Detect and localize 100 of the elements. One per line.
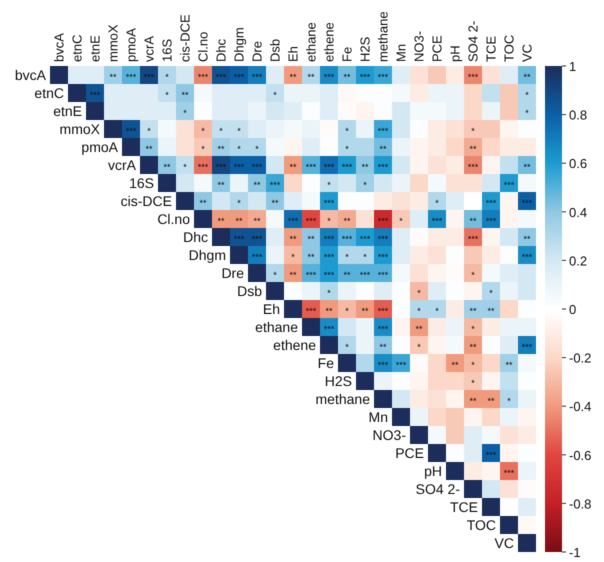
data-label: ** <box>289 162 297 172</box>
data-label: *** <box>378 360 389 370</box>
color-bar-label: -0.6 <box>569 448 592 463</box>
data-label: * <box>237 144 242 154</box>
data-label: *** <box>360 234 371 244</box>
data-label: * <box>165 72 170 82</box>
data-label: ** <box>199 198 207 208</box>
data-label: ** <box>469 342 477 352</box>
data-label: * <box>507 396 512 406</box>
data-label: *** <box>432 216 443 226</box>
data-label: *** <box>378 252 389 262</box>
data-label: *** <box>378 216 389 226</box>
data-label: ** <box>469 144 477 154</box>
data-label: *** <box>270 180 281 190</box>
data-label: *** <box>378 162 389 172</box>
data-label: * <box>417 342 422 352</box>
data-label: ** <box>163 162 171 172</box>
data-label: * <box>165 90 170 100</box>
data-label: *** <box>468 72 479 82</box>
data-label: ** <box>289 72 297 82</box>
data-label: *** <box>378 324 389 334</box>
data-label: *** <box>360 72 371 82</box>
color-bar-label: -0.2 <box>569 350 592 366</box>
data-label: ** <box>469 306 477 316</box>
data-label: * <box>471 270 476 280</box>
data-label: ** <box>487 396 495 406</box>
data-label: * <box>201 144 206 154</box>
data-label: *** <box>378 72 389 82</box>
data-label: * <box>327 216 332 226</box>
data-label: *** <box>324 234 335 244</box>
data-label: *** <box>486 216 497 226</box>
data-label: ** <box>271 198 279 208</box>
data-label: * <box>435 306 440 316</box>
data-label: * <box>345 252 350 262</box>
data-label: *** <box>378 270 389 280</box>
data-label: ** <box>289 270 297 280</box>
data-label: * <box>327 288 332 298</box>
data-label: ** <box>181 90 189 100</box>
data-label: * <box>471 324 476 334</box>
data-label: ** <box>325 306 333 316</box>
data-label: *** <box>468 234 479 244</box>
data-label: * <box>525 90 530 100</box>
y-tick-label: methane <box>316 391 370 407</box>
data-label: * <box>291 252 296 262</box>
data-label: *** <box>234 72 245 82</box>
data-label: *** <box>324 252 335 262</box>
color-bar-label: 0.4 <box>569 204 588 220</box>
data-label: *** <box>486 198 497 208</box>
data-label: ** <box>343 216 351 226</box>
data-label: * <box>345 126 350 136</box>
data-label: * <box>147 126 152 136</box>
data-label: *** <box>504 180 515 190</box>
data-label: * <box>471 126 476 136</box>
data-label: *** <box>252 162 263 172</box>
color-bar-label: 0 <box>569 302 576 317</box>
data-label: ** <box>505 360 513 370</box>
data-label: *** <box>324 72 335 82</box>
data-label: * <box>471 378 476 388</box>
data-label: ** <box>415 324 423 334</box>
data-label: *** <box>522 342 533 352</box>
data-label: ** <box>217 144 225 154</box>
x-tick-label: TOC <box>502 34 517 62</box>
data-label: * <box>345 306 350 316</box>
data-label: * <box>183 108 188 118</box>
data-label: * <box>183 162 188 172</box>
data-label: *** <box>378 126 389 136</box>
data-label: ** <box>361 306 369 316</box>
data-label: ** <box>217 216 225 226</box>
data-label: *** <box>504 468 515 478</box>
data-label: *** <box>144 72 155 82</box>
data-label: ** <box>523 72 531 82</box>
data-label: *** <box>126 72 137 82</box>
data-label: * <box>417 288 422 298</box>
data-label: *** <box>378 234 389 244</box>
color-bar-label: -0.4 <box>569 399 592 414</box>
data-label: ** <box>289 234 297 244</box>
data-label: *** <box>234 162 245 172</box>
data-label: *** <box>252 234 263 244</box>
data-label: ** <box>523 162 531 172</box>
data-label: * <box>345 144 350 154</box>
data-label: * <box>399 216 404 226</box>
color-bar-label: -1 <box>569 545 581 560</box>
data-label: ** <box>235 216 243 226</box>
data-label: *** <box>522 252 533 262</box>
data-label: ** <box>343 72 351 82</box>
data-label: *** <box>378 306 389 316</box>
color-bar-label: 0.2 <box>569 253 588 268</box>
data-label: * <box>327 180 332 190</box>
data-label: * <box>273 270 278 280</box>
data-label: ** <box>307 72 315 82</box>
color-bar-label: 1 <box>569 59 576 74</box>
data-label: *** <box>306 162 317 172</box>
data-label: *** <box>360 270 371 280</box>
data-label: * <box>489 288 494 298</box>
data-label: *** <box>324 270 335 280</box>
data-label: *** <box>306 306 317 316</box>
data-label: ** <box>469 216 477 226</box>
data-label: * <box>435 198 440 208</box>
data-label: ** <box>343 270 351 280</box>
data-label: *** <box>252 252 263 262</box>
